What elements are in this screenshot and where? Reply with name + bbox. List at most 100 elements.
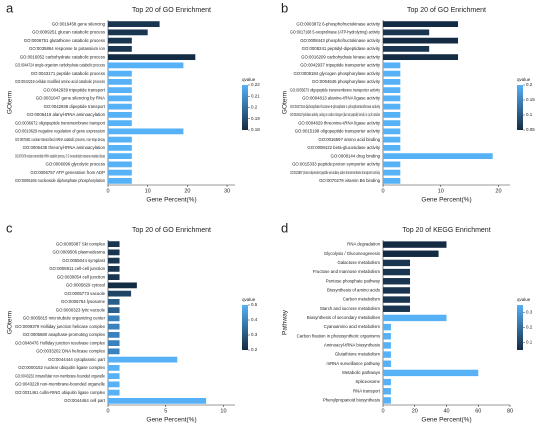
x-tick-label: 0 <box>106 408 109 414</box>
bar <box>108 21 160 28</box>
bar <box>383 128 401 135</box>
bar <box>383 351 391 358</box>
y-tick-label: GO:0008144 drug binding <box>331 153 381 158</box>
y-tick-label: Carbon metabolism <box>343 297 381 302</box>
colorbar-tick-label: 0.19 <box>251 116 260 121</box>
bar <box>383 54 459 61</box>
x-axis-label: Gene Percent(%) <box>146 197 196 204</box>
colorbar-tick-label: 0.4 <box>251 317 258 322</box>
y-axis-label: GOterm <box>282 91 289 114</box>
y-tick-label: Biosynthesis of secondary metabolites <box>307 315 380 320</box>
bar <box>108 37 132 44</box>
colorbar-tick-label: 0.2 <box>251 105 258 110</box>
bar <box>383 314 447 322</box>
y-tick-label: GO:0005815 microtubule organizing center <box>23 316 106 321</box>
bar <box>383 21 459 28</box>
bar <box>383 120 401 127</box>
y-tick-label: RNA degradation <box>347 242 380 247</box>
bar <box>383 369 479 377</box>
y-tick-label: Starch and sucrose metabolism <box>320 306 381 311</box>
bar <box>383 268 410 276</box>
bar <box>108 249 120 256</box>
bar <box>383 360 391 367</box>
bar <box>383 95 401 102</box>
y-tick-label: GO:0015198 oligopeptide transporter acti… <box>295 129 381 134</box>
bar <box>383 259 410 267</box>
y-tick-label: Glutathione metabolism <box>335 352 381 357</box>
bar <box>383 296 410 303</box>
bar <box>383 278 410 285</box>
bar <box>108 87 132 94</box>
y-tick-label: Cyanoamino acid metabolism <box>324 324 381 329</box>
y-tick-label: GO:0030054 cell junction <box>57 274 106 279</box>
chart-panel: a Top 20 of GO Enrichment GO:0016458 gene … <box>6 0 260 203</box>
y-tick-label: Pentose phosphate pathway <box>326 278 381 283</box>
y-tick-label: Fructose and mannose metabolism <box>313 269 381 274</box>
bar <box>108 397 207 404</box>
bar <box>383 177 401 184</box>
colorbar <box>242 85 248 130</box>
colorbar-tick-label: 0.21 <box>251 93 260 98</box>
y-tick-label: GO:0006419 alanyl-tRNA aminoacylation <box>27 112 106 117</box>
y-axis-label: GOterm <box>7 311 14 334</box>
colorbar-tick-label: 0.2 <box>526 82 533 87</box>
bar <box>108 120 132 127</box>
y-tick-label: GO:0055044 symplast <box>62 258 106 263</box>
y-tick-label: GO:0042938 dipeptide transport <box>44 104 106 109</box>
bar <box>108 136 132 143</box>
y-tick-label: GO:0035864 response to potassium ion <box>29 46 106 51</box>
bar <box>108 340 120 347</box>
panel-label: d <box>281 220 288 235</box>
bar <box>108 78 132 85</box>
y-tick-label: GO:0005680 anaphase-promoting complex <box>23 332 106 337</box>
y-tick-label: mRNA surveillance pathway <box>327 361 381 366</box>
x-tick-label: 10 <box>438 188 444 194</box>
bar <box>108 144 132 151</box>
chart-title: Top 20 of GO Enrichment <box>407 7 486 14</box>
bar <box>108 274 120 281</box>
x-axis-label: Gene Percent(%) <box>421 417 471 424</box>
x-tick-label: 20 <box>184 188 190 194</box>
x-axis-label: Gene Percent(%) <box>146 417 196 424</box>
chart-title: Top 20 of GO Enrichment <box>132 7 211 14</box>
colorbar-tick-label: 0.5 <box>251 302 258 307</box>
y-axis-label: Pathway <box>282 309 289 335</box>
bar <box>108 265 120 272</box>
y-tick-label: Galactose metabolism <box>337 260 380 265</box>
y-tick-label: GO:0017168 5-oxoprolinase (ATP-hydrolyzi… <box>290 30 381 35</box>
bar <box>383 62 401 69</box>
colorbar-tick-label: 0.2 <box>251 347 258 352</box>
bar <box>108 153 132 160</box>
y-tick-label: GO:0042939 tripeptide transport <box>43 87 105 92</box>
y-tick-label: GO:0043228 non-membrane-bounded organell… <box>15 382 106 387</box>
colorbar-tick-label: 0.3 <box>526 310 533 315</box>
bar <box>383 378 391 386</box>
y-tick-label: GO:0016209 carbohydrate kinase activity <box>301 54 381 59</box>
y-tick-label: Glycolysis / Gluconeogenesis <box>324 251 380 256</box>
bar <box>383 241 447 248</box>
colorbar <box>517 85 523 130</box>
bar <box>108 323 120 330</box>
x-tick-label: 0 <box>106 188 109 194</box>
y-tick-label: GO:0042937 tripeptide transporter activi… <box>300 63 381 68</box>
x-tick-label: 40 <box>443 408 449 414</box>
y-tick-label: GO:0042219 cellular modified amino acid … <box>15 79 105 84</box>
y-tick-label: GO:0043232 intracellular non-membrane-bo… <box>15 373 105 378</box>
x-tick-label: 60 <box>475 408 481 414</box>
bar <box>108 241 120 248</box>
y-tick-label: Spliceosome <box>355 379 380 384</box>
x-tick-label: 20 <box>495 188 501 194</box>
bar <box>383 78 401 85</box>
y-tick-label: Aminoacyl-tRNA biosynthesis <box>324 343 380 348</box>
bar <box>108 62 184 69</box>
bar <box>383 397 391 404</box>
bar <box>108 111 132 118</box>
colorbar <box>517 305 523 350</box>
bar <box>383 144 401 151</box>
x-tick-label: 0 <box>381 408 384 414</box>
y-tick-label: GO:0008422 beta-glucosidase activity <box>307 145 380 150</box>
y-tick-label: GO:0006096 glycolytic process <box>46 162 105 167</box>
bar <box>108 128 184 135</box>
y-tick-label: GO:0016052 carbohydrate catabolic proces… <box>20 54 105 59</box>
y-tick-label: GO:0008241 peptidyl-dipeptidase activity <box>302 46 381 51</box>
